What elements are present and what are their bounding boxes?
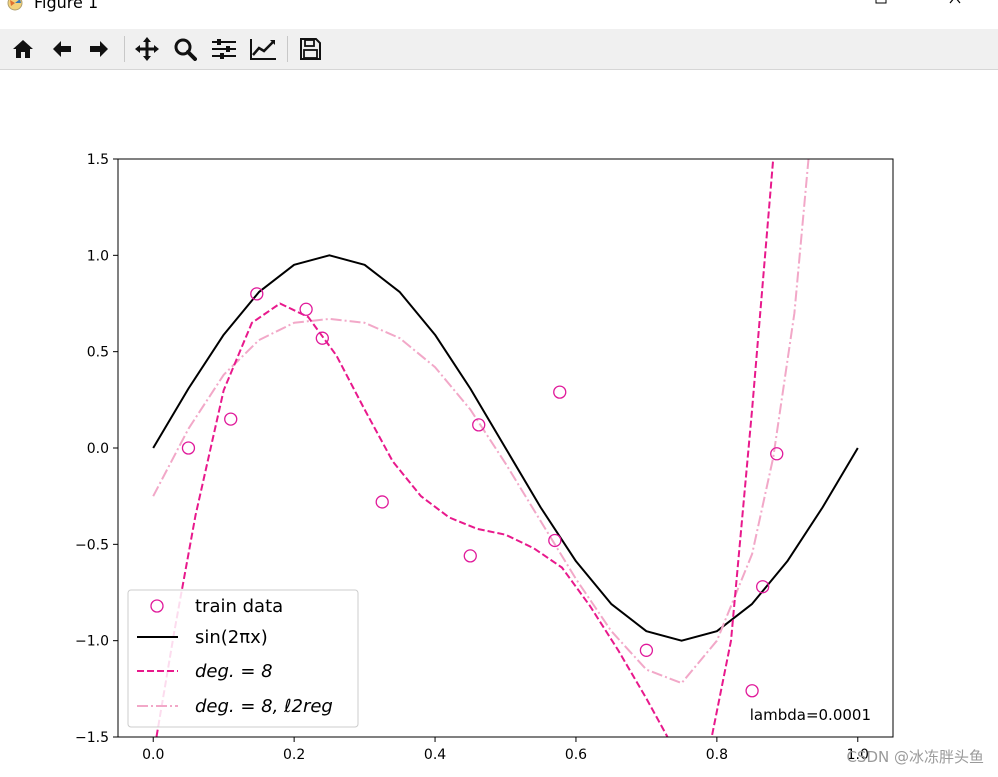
toolbar-separator xyxy=(287,36,288,62)
legend-label-train-data: train data xyxy=(195,596,283,617)
window-title: Figure 1 xyxy=(34,0,99,12)
train-data-point xyxy=(299,302,313,316)
train-data-point xyxy=(250,287,264,301)
deg8-curve xyxy=(155,159,775,737)
pan-button[interactable] xyxy=(132,34,162,64)
home-button[interactable] xyxy=(8,34,38,64)
pan-icon xyxy=(135,37,159,61)
y-tick-label: 1.5 xyxy=(87,152,109,168)
zoom-button[interactable] xyxy=(170,34,200,64)
train-data-point xyxy=(770,447,784,461)
legend: train data sin(2πx) deg. = 8 deg. = 8, ℓ… xyxy=(127,589,359,728)
save-button[interactable] xyxy=(295,34,325,64)
title-bar: Figure 1 xyxy=(0,0,998,14)
navigation-toolbar xyxy=(0,29,998,70)
close-icon xyxy=(949,0,961,4)
train-data-point xyxy=(181,441,196,455)
x-tick-label: 0.6 xyxy=(565,747,587,763)
y-tick-label: 1.0 xyxy=(87,248,109,264)
train-data-points xyxy=(181,287,784,698)
train-data-point xyxy=(315,331,329,345)
deg8-l2reg-curve xyxy=(152,159,810,685)
subplots-button[interactable] xyxy=(209,34,239,64)
edit-curves-icon xyxy=(250,39,276,60)
lambda-annotation: lambda=0.0001 xyxy=(750,706,871,724)
maximize-icon xyxy=(875,0,887,4)
zoom-icon xyxy=(174,38,197,61)
figure-canvas[interactable]: 0.0 0.2 0.4 0.6 0.8 1.0 −1.5 −1.0 −0.5 0.0 0.5 1.0… xyxy=(0,70,998,777)
back-arrow-icon xyxy=(53,41,71,57)
x-axis-ticks: 0.0 0.2 0.4 0.6 0.8 1.0 xyxy=(142,737,869,763)
x-tick-label: 0.4 xyxy=(424,747,446,763)
maximize-button[interactable] xyxy=(866,0,896,12)
y-tick-label: 0.5 xyxy=(87,345,109,361)
edit-curves-button[interactable] xyxy=(248,34,278,64)
forward-button[interactable] xyxy=(84,34,114,64)
y-tick-label: 0.0 xyxy=(87,441,109,457)
plot-curves xyxy=(152,159,859,737)
forward-arrow-icon xyxy=(90,41,108,57)
legend-label-deg8: deg. = 8 xyxy=(195,661,273,682)
x-tick-label: 0.2 xyxy=(283,747,305,763)
minimize-icon xyxy=(802,0,816,7)
train-data-point xyxy=(639,643,654,657)
y-axis-ticks: −1.5 −1.0 −0.5 0.0 0.5 1.0 1.5 xyxy=(75,152,118,746)
x-tick-label: 1.0 xyxy=(847,747,869,763)
train-data-point xyxy=(375,495,389,509)
train-data-point xyxy=(463,549,477,563)
y-tick-label: −1.0 xyxy=(75,634,109,650)
legend-label-sin: sin(2πx) xyxy=(195,627,268,648)
sin-curve xyxy=(152,254,859,642)
y-tick-label: −1.5 xyxy=(75,730,109,746)
y-tick-label: −0.5 xyxy=(75,537,109,553)
watermark: CSDN @冰冻胖头鱼 xyxy=(846,748,984,766)
minimize-button[interactable] xyxy=(794,0,824,12)
legend-box xyxy=(127,589,359,728)
train-data-point xyxy=(472,418,486,432)
train-data-point xyxy=(756,580,770,594)
back-button[interactable] xyxy=(47,34,77,64)
subplots-icon xyxy=(212,39,236,59)
train-data-point xyxy=(224,412,238,426)
save-icon xyxy=(300,38,321,60)
x-tick-label: 0.8 xyxy=(706,747,728,763)
toolbar-separator xyxy=(124,36,125,62)
legend-label-l2reg: deg. = 8, ℓ2reg xyxy=(195,696,333,717)
close-button[interactable] xyxy=(940,0,970,12)
train-data-point xyxy=(745,684,759,698)
train-data-point xyxy=(553,385,567,399)
train-data-point xyxy=(548,533,562,548)
matplotlib-app-icon xyxy=(7,0,23,11)
legend-marker-train-data xyxy=(150,599,164,613)
home-icon xyxy=(13,40,33,58)
x-tick-label: 0.0 xyxy=(142,747,164,763)
